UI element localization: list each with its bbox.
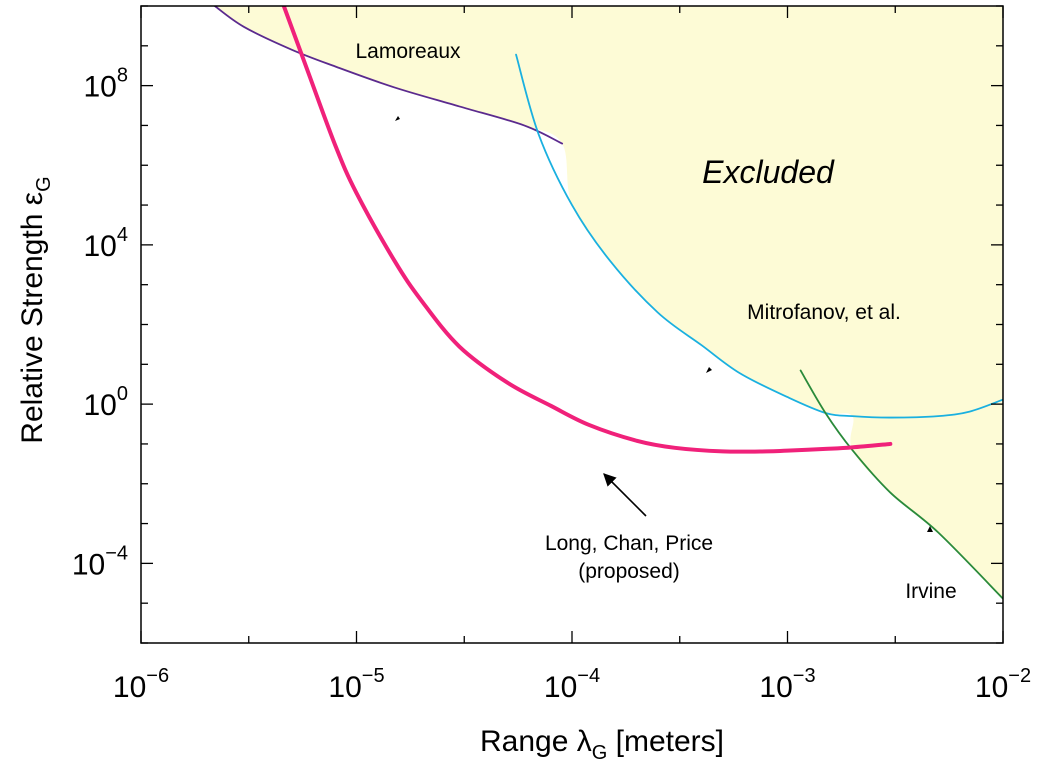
x-tick-label: 10−3: [759, 665, 815, 704]
y-tick-labels: 108 104 100 10−4: [72, 65, 128, 582]
region-label-excluded: Excluded: [702, 154, 835, 190]
series-irvine-line: [799, 369, 1003, 600]
annotation-mitrofanov-pointer: [706, 367, 712, 373]
series-mitrofanov-line: [515, 53, 1003, 419]
annotation-irvine: Irvine: [905, 580, 956, 603]
x-tick-label: 10−2: [975, 665, 1031, 704]
x-tick-label: 10−4: [544, 665, 600, 704]
excluded-region: [214, 6, 1003, 599]
x-axis-title: Range λG [meters]: [480, 725, 724, 764]
annotation-proposed-line2: (proposed): [578, 560, 680, 583]
series-lamoreaux-line: [213, 6, 564, 145]
annotation-mitrofanov: Mitrofanov, et al.: [747, 301, 901, 324]
y-axis-title: Relative Strength εG: [16, 176, 55, 443]
x-tick-labels: 10−6 10−5 10−4 10−3 10−2: [113, 665, 1031, 704]
annotation-lamoreaux-pointer: [395, 116, 400, 121]
x-tick-label: 10−6: [113, 665, 169, 704]
tick-marks: [140, 5, 1004, 644]
series-proposed-line: [281, 6, 893, 454]
series-layer: [213, 6, 1003, 600]
annotation-proposed-line1: Long, Chan, Price: [545, 532, 713, 555]
y-tick-label: 108: [84, 65, 129, 104]
annotation-lamoreaux: Lamoreaux: [355, 40, 461, 63]
y-tick-label: 100: [84, 383, 129, 422]
y-tick-label: 104: [84, 224, 129, 263]
x-tick-label: 10−5: [328, 665, 384, 704]
annotation-irvine-pointer: [927, 526, 933, 532]
annotation-proposed-arrow: [603, 473, 647, 517]
y-tick-label: 10−4: [72, 542, 128, 581]
